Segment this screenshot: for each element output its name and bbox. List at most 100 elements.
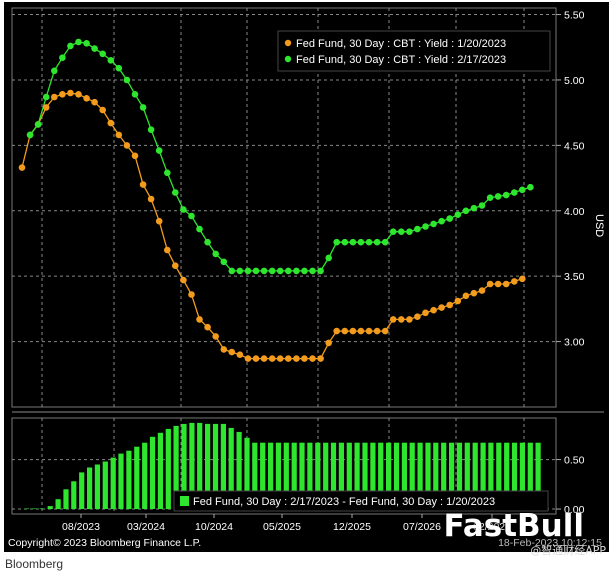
series-2-point [341, 238, 349, 246]
diff-bar [449, 442, 455, 509]
series-2-point [389, 228, 397, 235]
series-2-point [75, 38, 82, 46]
bloomberg-chart-panel: 5.50 5.00 4.50 4.00 3.50 3.00 0.50 0.00 08/2023… [4, 2, 609, 552]
diff-bar [472, 442, 478, 509]
y-unit-label: USD [593, 214, 605, 237]
series-1-point [333, 327, 341, 335]
diff-bar [94, 464, 100, 509]
series-2-point [34, 121, 42, 128]
diff-bar [236, 431, 242, 510]
series-2-point [91, 45, 98, 52]
diff-bar [504, 442, 510, 509]
diff-bar [252, 442, 258, 509]
diff-bar [346, 442, 352, 509]
series-2-point [26, 131, 34, 139]
x-tick-label: 08/2023 [62, 521, 100, 533]
series-2-point [285, 267, 292, 275]
series-2-point [180, 206, 187, 213]
chart-svg: 5.50 5.00 4.50 4.00 3.50 3.00 0.50 0.00 08/2023… [8, 7, 605, 549]
diff-bar [79, 472, 85, 509]
legend-top: Fed Fund, 30 Day : CBT : Yield : 1/20/20… [277, 30, 551, 72]
diff-bar [260, 442, 266, 509]
series-2-point [373, 238, 381, 246]
diff-bar [433, 442, 439, 509]
series-2-point [115, 64, 123, 72]
series-1-point [196, 316, 203, 323]
diff-bar [370, 442, 376, 509]
diff-bar [165, 428, 171, 510]
series-1-point [228, 348, 236, 356]
series-2-point [236, 267, 244, 275]
series-2-point [131, 91, 139, 98]
x-tick-label: 07/2026 [403, 521, 441, 533]
y-tick-labels: 5.50 5.00 4.50 4.00 3.50 3.00 0.50 0.00 [564, 10, 585, 517]
diff-bar [197, 422, 203, 509]
series-1-point [373, 327, 381, 335]
series-1-point [172, 262, 179, 270]
series-1-point [180, 276, 187, 284]
series-2-point [220, 258, 228, 266]
series-1-point [519, 275, 526, 283]
diff-bar [134, 446, 140, 510]
series-2-point [268, 267, 276, 275]
series-2-point [470, 204, 478, 212]
diff-bar [291, 442, 297, 509]
diff-bar [126, 450, 132, 510]
series-1-point [414, 313, 421, 321]
diff-bar [519, 442, 525, 509]
diff-bar [393, 442, 400, 509]
diff-plot-frame [11, 417, 557, 515]
series-1-point [268, 355, 276, 362]
series-1-point [276, 355, 284, 362]
diff-bar [480, 442, 486, 509]
series-2-point [511, 189, 518, 196]
series-2-point [293, 267, 300, 275]
series-1-point [486, 280, 494, 288]
series-1-point [341, 327, 349, 335]
diff-bar [511, 442, 518, 509]
main-plot-frame [11, 7, 557, 408]
series-1-point [325, 339, 333, 347]
series-2-point [438, 217, 445, 225]
diff-bar [401, 442, 407, 509]
series-2-point [527, 183, 534, 191]
series-2-point [478, 202, 486, 209]
x-tick-labels: 08/2023 03/2024 10/2024 05/2025 12/2025 07/20… [62, 514, 511, 533]
diff-bar [189, 422, 195, 509]
diff-bar [338, 442, 344, 509]
series-1-point [454, 297, 462, 305]
series-2-point [301, 267, 308, 275]
x-tick-label: 03/2024 [127, 521, 165, 533]
series-1-point [67, 89, 74, 97]
series-2-point [494, 193, 502, 200]
series-2-point [155, 147, 163, 154]
series-1-point [18, 164, 26, 171]
series-2-point [502, 191, 510, 199]
series-2-point [228, 267, 236, 275]
diff-bar [535, 442, 541, 509]
diff-bar [71, 481, 77, 509]
series-1-point [42, 104, 50, 111]
series-2-point [67, 42, 74, 50]
series-1-point [51, 93, 58, 101]
series-2-point [398, 228, 405, 235]
series-2-point [164, 169, 171, 177]
series-1-point [204, 323, 211, 331]
y-tick-label: 3.50 [564, 271, 585, 283]
series-2-point [172, 189, 179, 196]
series-1-point [244, 355, 252, 362]
y-tick-label: 4.50 [564, 140, 585, 152]
series-1-point [462, 292, 470, 300]
diff-bar [102, 461, 108, 509]
series-points [18, 38, 534, 362]
diff-bar [488, 442, 494, 509]
series-1-point [212, 333, 219, 340]
series-2-point [309, 267, 316, 275]
series-1-point [357, 327, 365, 335]
series-1-point [83, 95, 90, 102]
series-1-point [293, 355, 300, 362]
series-2-point [188, 212, 195, 220]
series-1-point [406, 316, 413, 323]
legend-entry-series-1: Fed Fund, 30 Day : CBT : Yield : 1/20/20… [296, 38, 506, 50]
series-2-point [381, 238, 389, 246]
